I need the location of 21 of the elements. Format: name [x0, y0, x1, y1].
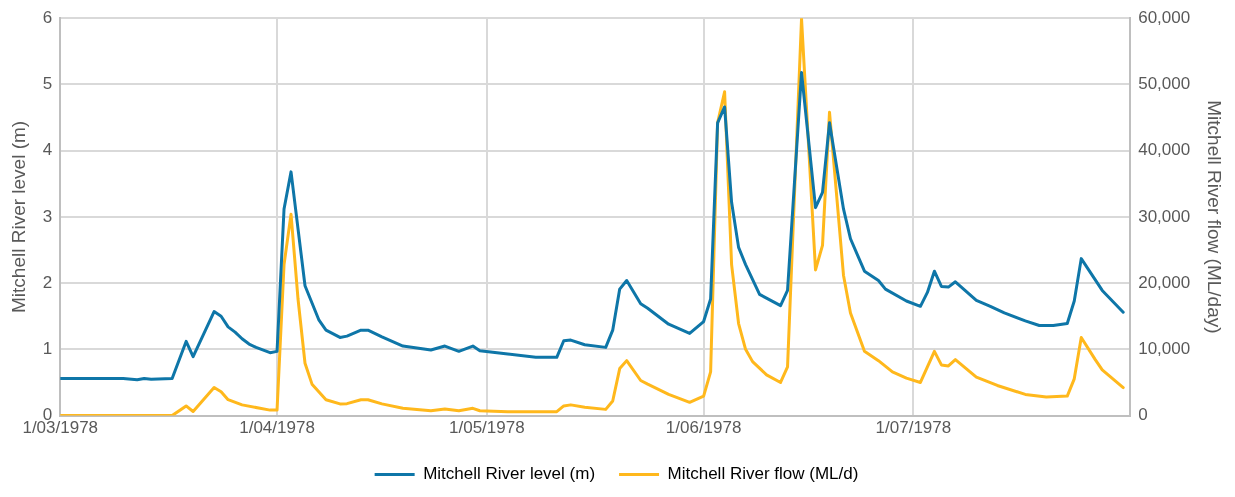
x-tick-label: 1/04/1978	[239, 418, 315, 438]
y-tick-label: 2	[42, 272, 53, 292]
y2-tick-label: 0	[1138, 405, 1148, 425]
x-tick-label: 1/05/1978	[449, 418, 525, 438]
legend-label: Mitchell River level (m)	[423, 464, 596, 484]
y2-tick-label: 60,000	[1138, 7, 1191, 27]
y2-tick-label: 50,000	[1138, 74, 1191, 94]
y-axis-title: Mitchell River level (m)	[7, 120, 29, 313]
y-tick-label: 6	[42, 7, 53, 27]
x-tick-label: 1/06/1978	[665, 418, 742, 438]
y2-tick-label: 20,000	[1138, 272, 1191, 292]
y2-axis-title: Mitchell River flow (ML/day)	[1204, 100, 1226, 334]
y2-tick-label: 10,000	[1138, 339, 1191, 359]
y-tick-label: 4	[42, 140, 53, 160]
y-tick-label: 1	[42, 339, 53, 359]
y-tick-label: 5	[42, 74, 53, 94]
y2-tick-label: 30,000	[1138, 206, 1191, 226]
y-tick-label: 3	[42, 206, 53, 226]
legend-label: Mitchell River flow (ML/d)	[667, 464, 859, 484]
x-tick-label: 1/07/1978	[875, 418, 952, 438]
y2-tick-label: 40,000	[1138, 140, 1191, 160]
